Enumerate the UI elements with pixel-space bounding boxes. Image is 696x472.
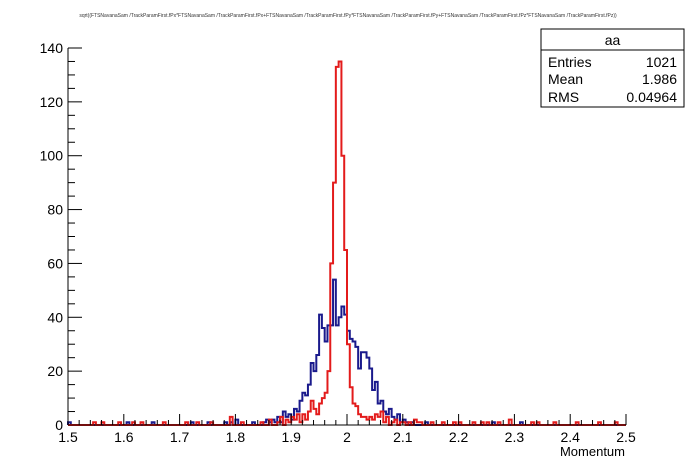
- stats-value-mean: 1.986: [642, 71, 677, 87]
- stats-value-rms: 0.04964: [626, 89, 677, 105]
- stats-value-entries: 1021: [646, 54, 677, 70]
- stats-box: aa Entries 1021 Mean 1.986 RMS 0.04964: [540, 28, 685, 108]
- y-tick-label: 140: [40, 40, 64, 56]
- stats-label-rms: RMS: [548, 89, 579, 105]
- axes: 1.5 1.6 1.7 1.8 1.9 2 2.1 2.2 2.3 2.4 2.5 0 20 40 60 80…: [40, 40, 636, 445]
- x-tick-label: 1.7: [170, 429, 190, 445]
- x-tick-label: 2.4: [560, 429, 580, 445]
- stats-box-frame: [540, 28, 685, 108]
- chart-title: sqrt((FTSNavanaSam /TrackParamFirst.fPx*…: [79, 13, 617, 19]
- x-tick-label: 2.5: [616, 429, 636, 445]
- y-tick-label: 0: [55, 417, 63, 433]
- y-tick-label: 20: [47, 363, 63, 379]
- x-tick-label: 1.6: [114, 429, 134, 445]
- x-tick-label: 2.3: [505, 429, 525, 445]
- x-tick-label: 1.5: [58, 429, 78, 445]
- y-tick-label: 40: [47, 309, 63, 325]
- y-tick-label: 80: [47, 202, 63, 218]
- x-axis-title: Momentum: [560, 444, 625, 459]
- x-tick-label: 2: [343, 429, 351, 445]
- histogram-series-2: [68, 60, 626, 426]
- stats-label-entries: Entries: [548, 54, 592, 70]
- stats-box-name: aa: [605, 32, 621, 48]
- x-tick-label: 1.9: [281, 429, 301, 445]
- y-tick-label: 100: [40, 148, 64, 164]
- x-tick-label: 2.2: [449, 429, 469, 445]
- y-tick-label: 120: [40, 94, 64, 110]
- y-tick-label: 60: [47, 255, 63, 271]
- x-tick-label: 2.1: [393, 429, 413, 445]
- plot-area: [67, 60, 626, 426]
- stats-label-mean: Mean: [548, 71, 583, 87]
- x-tick-label: 1.8: [226, 429, 246, 445]
